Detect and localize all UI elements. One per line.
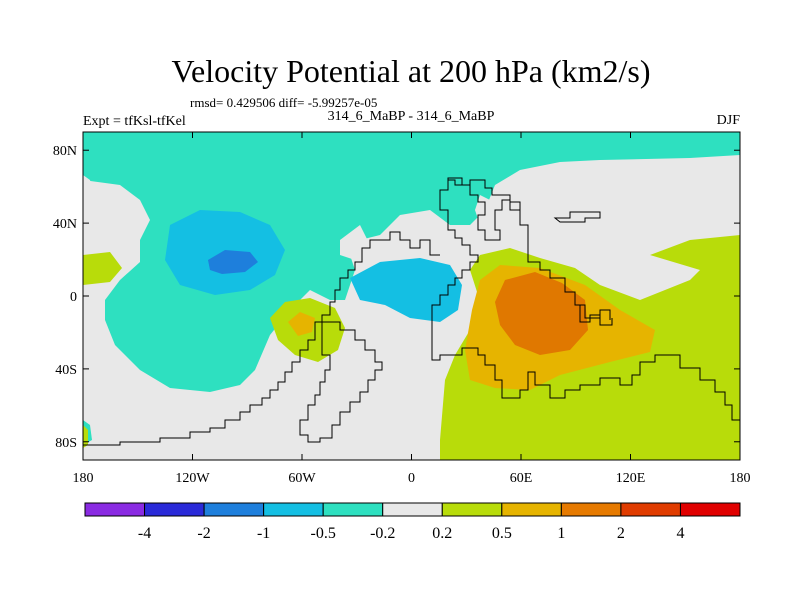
cyan-region-atlantic [350, 258, 462, 322]
americas-outline [83, 239, 380, 446]
gold-region-sa [288, 312, 315, 336]
africa-south-outline [431, 335, 740, 421]
teal-region [83, 132, 740, 392]
colorbar-label: -4 [138, 525, 151, 542]
colorbar-swatch [620, 502, 681, 517]
axis-ticks: 180 120W 60W 0 60E 120E 180 80N 40N 0 40S 80S [53, 132, 751, 486]
yellowgreen-region-pacific [83, 252, 122, 285]
case-label: 314_6_MaBP - 314_6_MaBP [328, 109, 495, 124]
yellowgreen-region-ne [650, 235, 740, 270]
americas-east-outline [380, 231, 440, 256]
colorbar-swatch [322, 502, 384, 517]
xtick-label: 0 [408, 471, 415, 486]
ytick-label: 0 [70, 290, 77, 305]
xtick-label: 180 [730, 471, 751, 486]
colorbar-swatch [441, 502, 503, 517]
south-america-outline [299, 321, 383, 443]
siberia-outline [553, 211, 601, 223]
colorbar-swatch [501, 502, 562, 517]
colorbar-label: 0.5 [492, 525, 512, 542]
map-field [83, 132, 740, 460]
xtick-label: 120W [175, 471, 210, 486]
colorbar: -4 -2 -1 -0.5 -0.2 0.2 0.5 1 2 4 [84, 502, 741, 542]
ytick-label: 40S [55, 363, 77, 378]
xtick-label: 60E [510, 471, 533, 486]
xtick-label: 120E [616, 471, 646, 486]
continent-outlines [83, 177, 740, 446]
xtick-label: 180 [73, 471, 94, 486]
blue-core [208, 250, 258, 274]
colorbar-label: 0.2 [432, 525, 452, 542]
colorbar-label: -1 [257, 525, 270, 542]
stats-text: rmsd= 0.429506 diff= -5.99257e-05 [190, 95, 377, 110]
chart-title: Velocity Potential at 200 hPa (km2/s) [171, 53, 650, 89]
season-label: DJF [717, 113, 741, 128]
expt-label: Expt = tfKsl-tfKel [83, 114, 186, 129]
grey-intrusion-2 [475, 195, 505, 235]
colorbar-swatch [84, 502, 146, 517]
ytick-label: 80S [55, 436, 77, 451]
orange-core [495, 272, 588, 355]
colorbar-label: -2 [197, 525, 210, 542]
eurasia-top-outline [447, 179, 521, 210]
indochina-outline [579, 305, 613, 326]
colorbar-label: 1 [557, 525, 565, 542]
grey-intrusion-1 [83, 180, 150, 245]
colorbar-label: 4 [676, 525, 684, 542]
colorbar-swatch [203, 502, 265, 517]
colorbar-swatch [560, 502, 622, 517]
colorbar-swatch [382, 502, 443, 517]
xtick-label: 60W [288, 471, 316, 486]
colorbar-label: 2 [617, 525, 625, 542]
colorbar-swatch [679, 502, 741, 517]
africa-eurasia-outline [431, 177, 611, 335]
ytick-label: 40N [53, 217, 77, 232]
colorbar-swatch [144, 502, 205, 517]
colorbar-swatch [263, 502, 324, 517]
ytick-label: 80N [53, 144, 77, 159]
colorbar-label: -0.2 [370, 525, 395, 542]
colorbar-label: -0.5 [311, 525, 336, 542]
